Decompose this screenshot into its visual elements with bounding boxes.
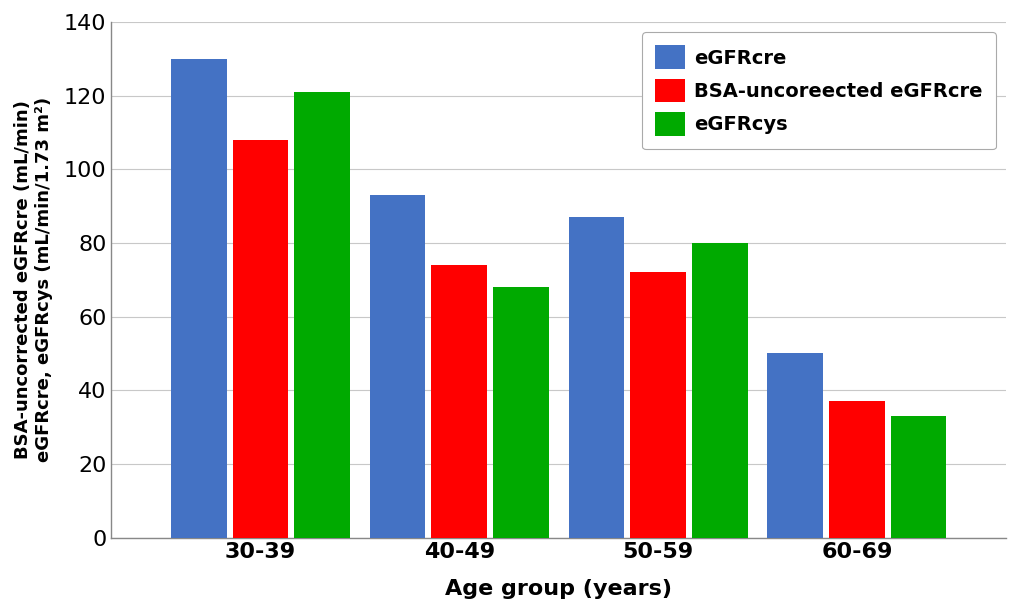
- Bar: [568, 217, 624, 538]
- Bar: [431, 265, 487, 538]
- Bar: [828, 402, 883, 538]
- Bar: [890, 416, 946, 538]
- Bar: [293, 92, 350, 538]
- Bar: [766, 354, 822, 538]
- Y-axis label: BSA-uncorrected eGFRcre (mL/min)
eGFRcre, eGFRcys (mL/min/1.73 m²): BSA-uncorrected eGFRcre (mL/min) eGFRcre…: [14, 97, 53, 462]
- Bar: [171, 59, 226, 538]
- Bar: [630, 272, 686, 538]
- X-axis label: Age group (years): Age group (years): [444, 579, 672, 599]
- Bar: [691, 243, 747, 538]
- Bar: [232, 140, 288, 538]
- Bar: [492, 287, 548, 538]
- Bar: [370, 195, 425, 538]
- Legend: eGFRcre, BSA-uncoreected eGFRcre, eGFRcys: eGFRcre, BSA-uncoreected eGFRcre, eGFRcy…: [641, 32, 996, 150]
